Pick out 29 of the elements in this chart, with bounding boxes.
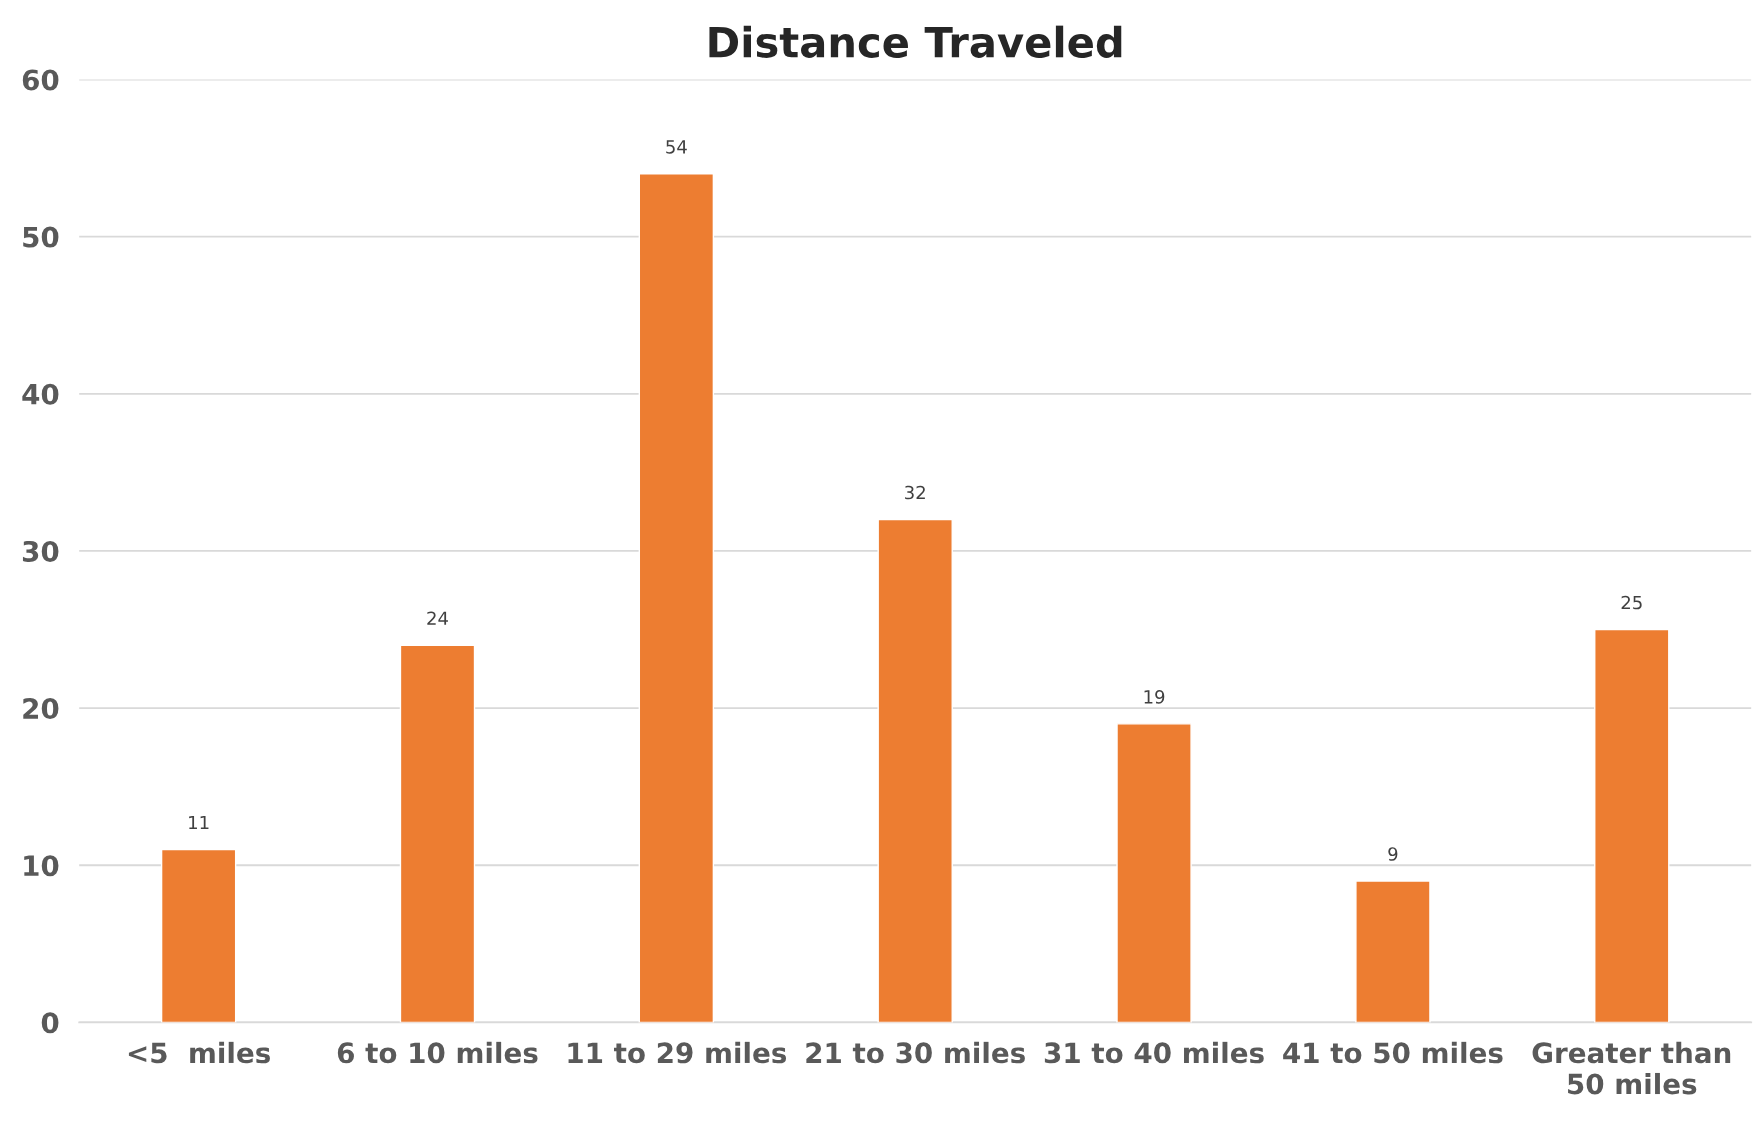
bar — [399, 644, 476, 1023]
bar — [1116, 723, 1192, 1023]
bar — [638, 173, 715, 1023]
x-tick-label: 41 to 50 miles — [1283, 1041, 1503, 1064]
y-tick-label: 20 — [23, 698, 59, 720]
x-tick-label: <5 miles — [128, 1041, 270, 1064]
data-label: 11 — [189, 815, 209, 830]
data-label: 54 — [666, 140, 687, 154]
data-label: 24 — [427, 611, 448, 625]
y-tick-label: 40 — [22, 383, 59, 405]
y-tick-label: 10 — [24, 855, 59, 877]
bar — [877, 518, 953, 1023]
x-tick-label: 11 to 29 miles — [568, 1041, 787, 1064]
chart-title: Distance Traveled — [709, 25, 1122, 58]
y-tick-label: 0 — [41, 1012, 59, 1034]
data-label: 9 — [1388, 847, 1398, 861]
x-tick-label: 21 to 30 miles — [806, 1041, 1025, 1064]
y-tick-label: 30 — [22, 540, 59, 562]
y-tick-label: 50 — [23, 226, 59, 248]
bar — [1594, 628, 1670, 1023]
x-tick-label: Greater than 50 miles — [1532, 1041, 1731, 1095]
bar — [160, 848, 237, 1023]
x-tick-label: 6 to 10 miles — [337, 1041, 538, 1064]
data-label: 19 — [1144, 690, 1165, 704]
y-tick-label: 60 — [22, 69, 59, 91]
data-label: 32 — [905, 485, 925, 500]
data-label: 25 — [1621, 595, 1642, 610]
x-tick-label: 31 to 40 miles — [1044, 1041, 1264, 1064]
bar — [1355, 880, 1431, 1023]
